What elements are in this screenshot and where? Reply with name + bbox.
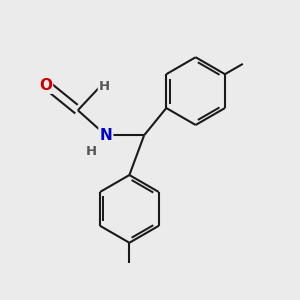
Text: H: H bbox=[99, 80, 110, 93]
Text: H: H bbox=[85, 145, 97, 158]
Text: O: O bbox=[39, 78, 52, 93]
Text: N: N bbox=[100, 128, 112, 143]
